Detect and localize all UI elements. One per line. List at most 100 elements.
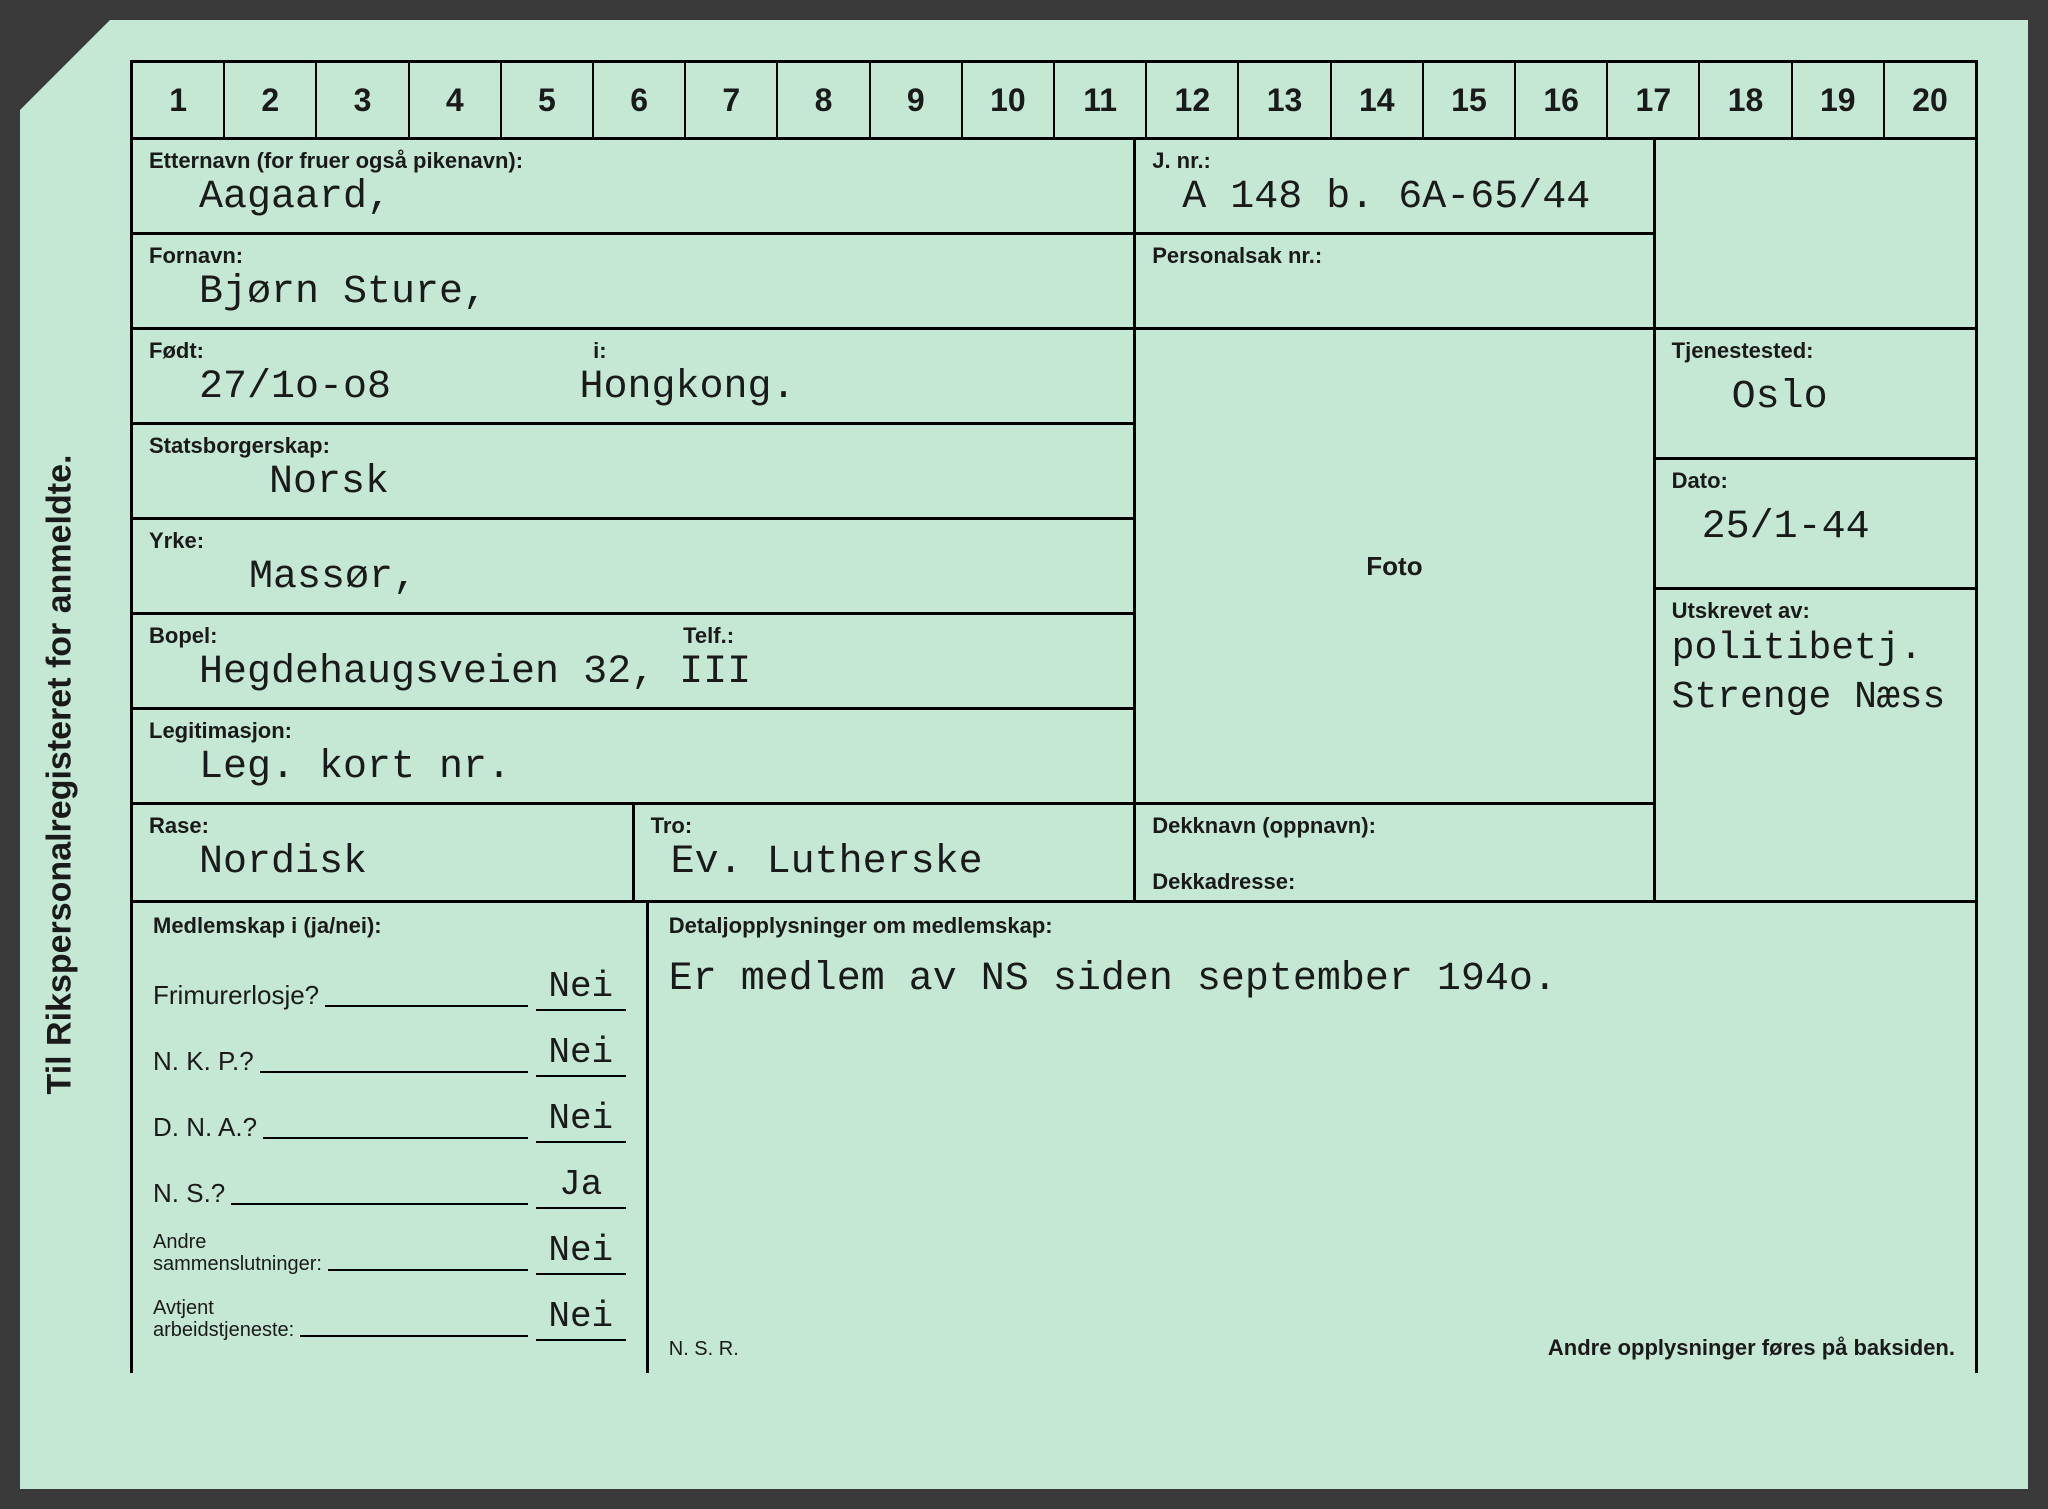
ruler-cell: 12 — [1147, 63, 1239, 137]
ruler-cell: 19 — [1793, 63, 1885, 137]
footer-right: Andre opplysninger føres på baksiden. — [1548, 1335, 1955, 1361]
statsborgerskap-value: Norsk — [149, 459, 1117, 507]
membership-line — [260, 1071, 528, 1073]
fornavn-label: Fornavn: — [149, 243, 1117, 269]
tro-label: Tro: — [651, 813, 1118, 839]
ruler-cell: 9 — [871, 63, 963, 137]
membership-line — [325, 1005, 528, 1007]
card-content: 1 2 3 4 5 6 7 8 9 10 11 12 13 14 15 16 1… — [130, 60, 1978, 1449]
membership-q: D. N. A.? — [153, 1112, 257, 1143]
rase-tro-row: Rase: Nordisk Tro: Ev. Lutherske — [133, 805, 1133, 900]
fornavn-cell: Fornavn: Bjørn Sture, — [133, 235, 1133, 330]
dato-cell: Dato: 25/1-44 — [1656, 460, 1975, 590]
membership-column: Medlemskap i (ja/nei): Frimurerlosje? Ne… — [133, 903, 649, 1373]
yrke-value: Massør, — [149, 554, 1117, 602]
etternavn-label: Etternavn (for fruer også pikenavn): — [149, 148, 1117, 174]
bopel-label: Bopel: — [149, 623, 1117, 649]
ruler-cell: 7 — [686, 63, 778, 137]
ruler-cell: 20 — [1885, 63, 1975, 137]
corner-notch — [20, 20, 110, 110]
membership-row-nkp: N. K. P.? Nei — [153, 1019, 626, 1077]
dato-value: 25/1-44 — [1672, 494, 1959, 552]
utskrevet-label: Utskrevet av: — [1672, 598, 1959, 624]
ruler-cell: 15 — [1424, 63, 1516, 137]
dekknavn-label: Dekknavn (oppnavn): — [1152, 813, 1636, 839]
tro-cell: Tro: Ev. Lutherske — [632, 805, 1134, 900]
form-grid: Etternavn (for fruer også pikenavn): Aag… — [130, 140, 1978, 903]
membership-a: Nei — [536, 1032, 626, 1077]
left-column: Etternavn (for fruer også pikenavn): Aag… — [133, 140, 1133, 900]
membership-line — [231, 1203, 528, 1205]
utskrevet-value: politibetj. Strenge Næss — [1672, 624, 1959, 723]
ruler-cell: 8 — [778, 63, 870, 137]
ruler-cell: 18 — [1700, 63, 1792, 137]
membership-a: Nei — [536, 1230, 626, 1275]
statsborgerskap-label: Statsborgerskap: — [149, 433, 1117, 459]
ruler-cell: 13 — [1239, 63, 1331, 137]
bopel-value: Hegdehaugsveien 32, III — [149, 649, 1117, 697]
membership-a: Ja — [536, 1164, 626, 1209]
fodt-cell: Født: i: 27/1o-o8 Hongkong. — [133, 330, 1133, 425]
legitimasjon-value: Leg. kort nr. — [149, 744, 1117, 792]
tjenestested-label: Tjenestested: — [1672, 338, 1959, 364]
membership-q: N. S.? — [153, 1178, 225, 1209]
dato-label: Dato: — [1672, 468, 1959, 494]
tro-value: Ev. Lutherske — [651, 839, 1118, 887]
foto-label: Foto — [1366, 551, 1422, 582]
dekk-cell: Dekknavn (oppnavn): Dekkadresse: — [1136, 805, 1652, 900]
fodt-value: 27/1o-o8 — [149, 364, 575, 412]
membership-header: Medlemskap i (ja/nei): — [153, 913, 626, 939]
telf-label: Telf.: — [683, 623, 734, 649]
i-label: i: — [593, 338, 606, 364]
membership-line — [300, 1335, 528, 1337]
membership-q: Frimurerlosje? — [153, 980, 319, 1011]
jnr-value: A 148 b. 6A-65/44 — [1152, 174, 1636, 222]
membership-a: Nei — [536, 1098, 626, 1143]
legitimasjon-cell: Legitimasjon: Leg. kort nr. — [133, 710, 1133, 805]
membership-line — [328, 1269, 528, 1271]
ruler-cell: 4 — [410, 63, 502, 137]
personalsak-cell: Personalsak nr.: — [1136, 235, 1652, 330]
bottom-section: Medlemskap i (ja/nei): Frimurerlosje? Ne… — [130, 903, 1978, 1373]
rase-value: Nordisk — [149, 839, 616, 887]
fornavn-value: Bjørn Sture, — [149, 269, 1117, 317]
ruler-cell: 3 — [317, 63, 409, 137]
rase-label: Rase: — [149, 813, 616, 839]
ruler-cell: 1 — [133, 63, 225, 137]
bopel-cell: Bopel: Telf.: Hegdehaugsveien 32, III — [133, 615, 1133, 710]
yrke-label: Yrke: — [149, 528, 1117, 554]
membership-row-dna: D. N. A.? Nei — [153, 1085, 626, 1143]
jnr-cell: J. nr.: A 148 b. 6A-65/44 — [1136, 140, 1652, 235]
record-card: Til Rikspersonalregisteret for anmeldte.… — [20, 20, 2028, 1489]
details-text: Er medlem av NS siden september 194o. — [669, 957, 1955, 1002]
vertical-title: Til Rikspersonalregisteret for anmeldte. — [41, 454, 80, 1094]
ruler-cell: 6 — [594, 63, 686, 137]
ruler-cell: 5 — [502, 63, 594, 137]
foto-box: Foto — [1136, 330, 1652, 805]
ruler-cell: 10 — [963, 63, 1055, 137]
ruler-cell: 2 — [225, 63, 317, 137]
footer-left: N. S. R. — [669, 1338, 739, 1361]
number-ruler: 1 2 3 4 5 6 7 8 9 10 11 12 13 14 15 16 1… — [130, 60, 1978, 140]
tjenestested-cell: Tjenestested: Oslo — [1656, 330, 1975, 460]
fodt-label: Født: — [149, 338, 1117, 364]
middle-column: J. nr.: A 148 b. 6A-65/44 Personalsak nr… — [1133, 140, 1652, 900]
utskrevet-cell: Utskrevet av: politibetj. Strenge Næss — [1656, 590, 1975, 900]
membership-q: Andre sammenslutninger: — [153, 1231, 322, 1275]
personalsak-label: Personalsak nr.: — [1152, 243, 1636, 269]
right-spacer-top — [1656, 140, 1975, 330]
right-column: Tjenestested: Oslo Dato: 25/1-44 Utskrev… — [1653, 140, 1975, 900]
membership-q: N. K. P.? — [153, 1046, 254, 1077]
ruler-cell: 16 — [1516, 63, 1608, 137]
fodested-value: Hongkong. — [579, 364, 795, 412]
details-header: Detaljopplysninger om medlemskap: — [669, 913, 1955, 939]
jnr-label: J. nr.: — [1152, 148, 1636, 174]
etternavn-value: Aagaard, — [149, 174, 1117, 222]
details-column: Detaljopplysninger om medlemskap: Er med… — [649, 903, 1975, 1373]
membership-row-ns: N. S.? Ja — [153, 1151, 626, 1209]
legitimasjon-label: Legitimasjon: — [149, 718, 1117, 744]
membership-line — [263, 1137, 528, 1139]
tjenestested-value: Oslo — [1672, 364, 1959, 422]
rase-cell: Rase: Nordisk — [133, 805, 632, 900]
yrke-cell: Yrke: Massør, — [133, 520, 1133, 615]
